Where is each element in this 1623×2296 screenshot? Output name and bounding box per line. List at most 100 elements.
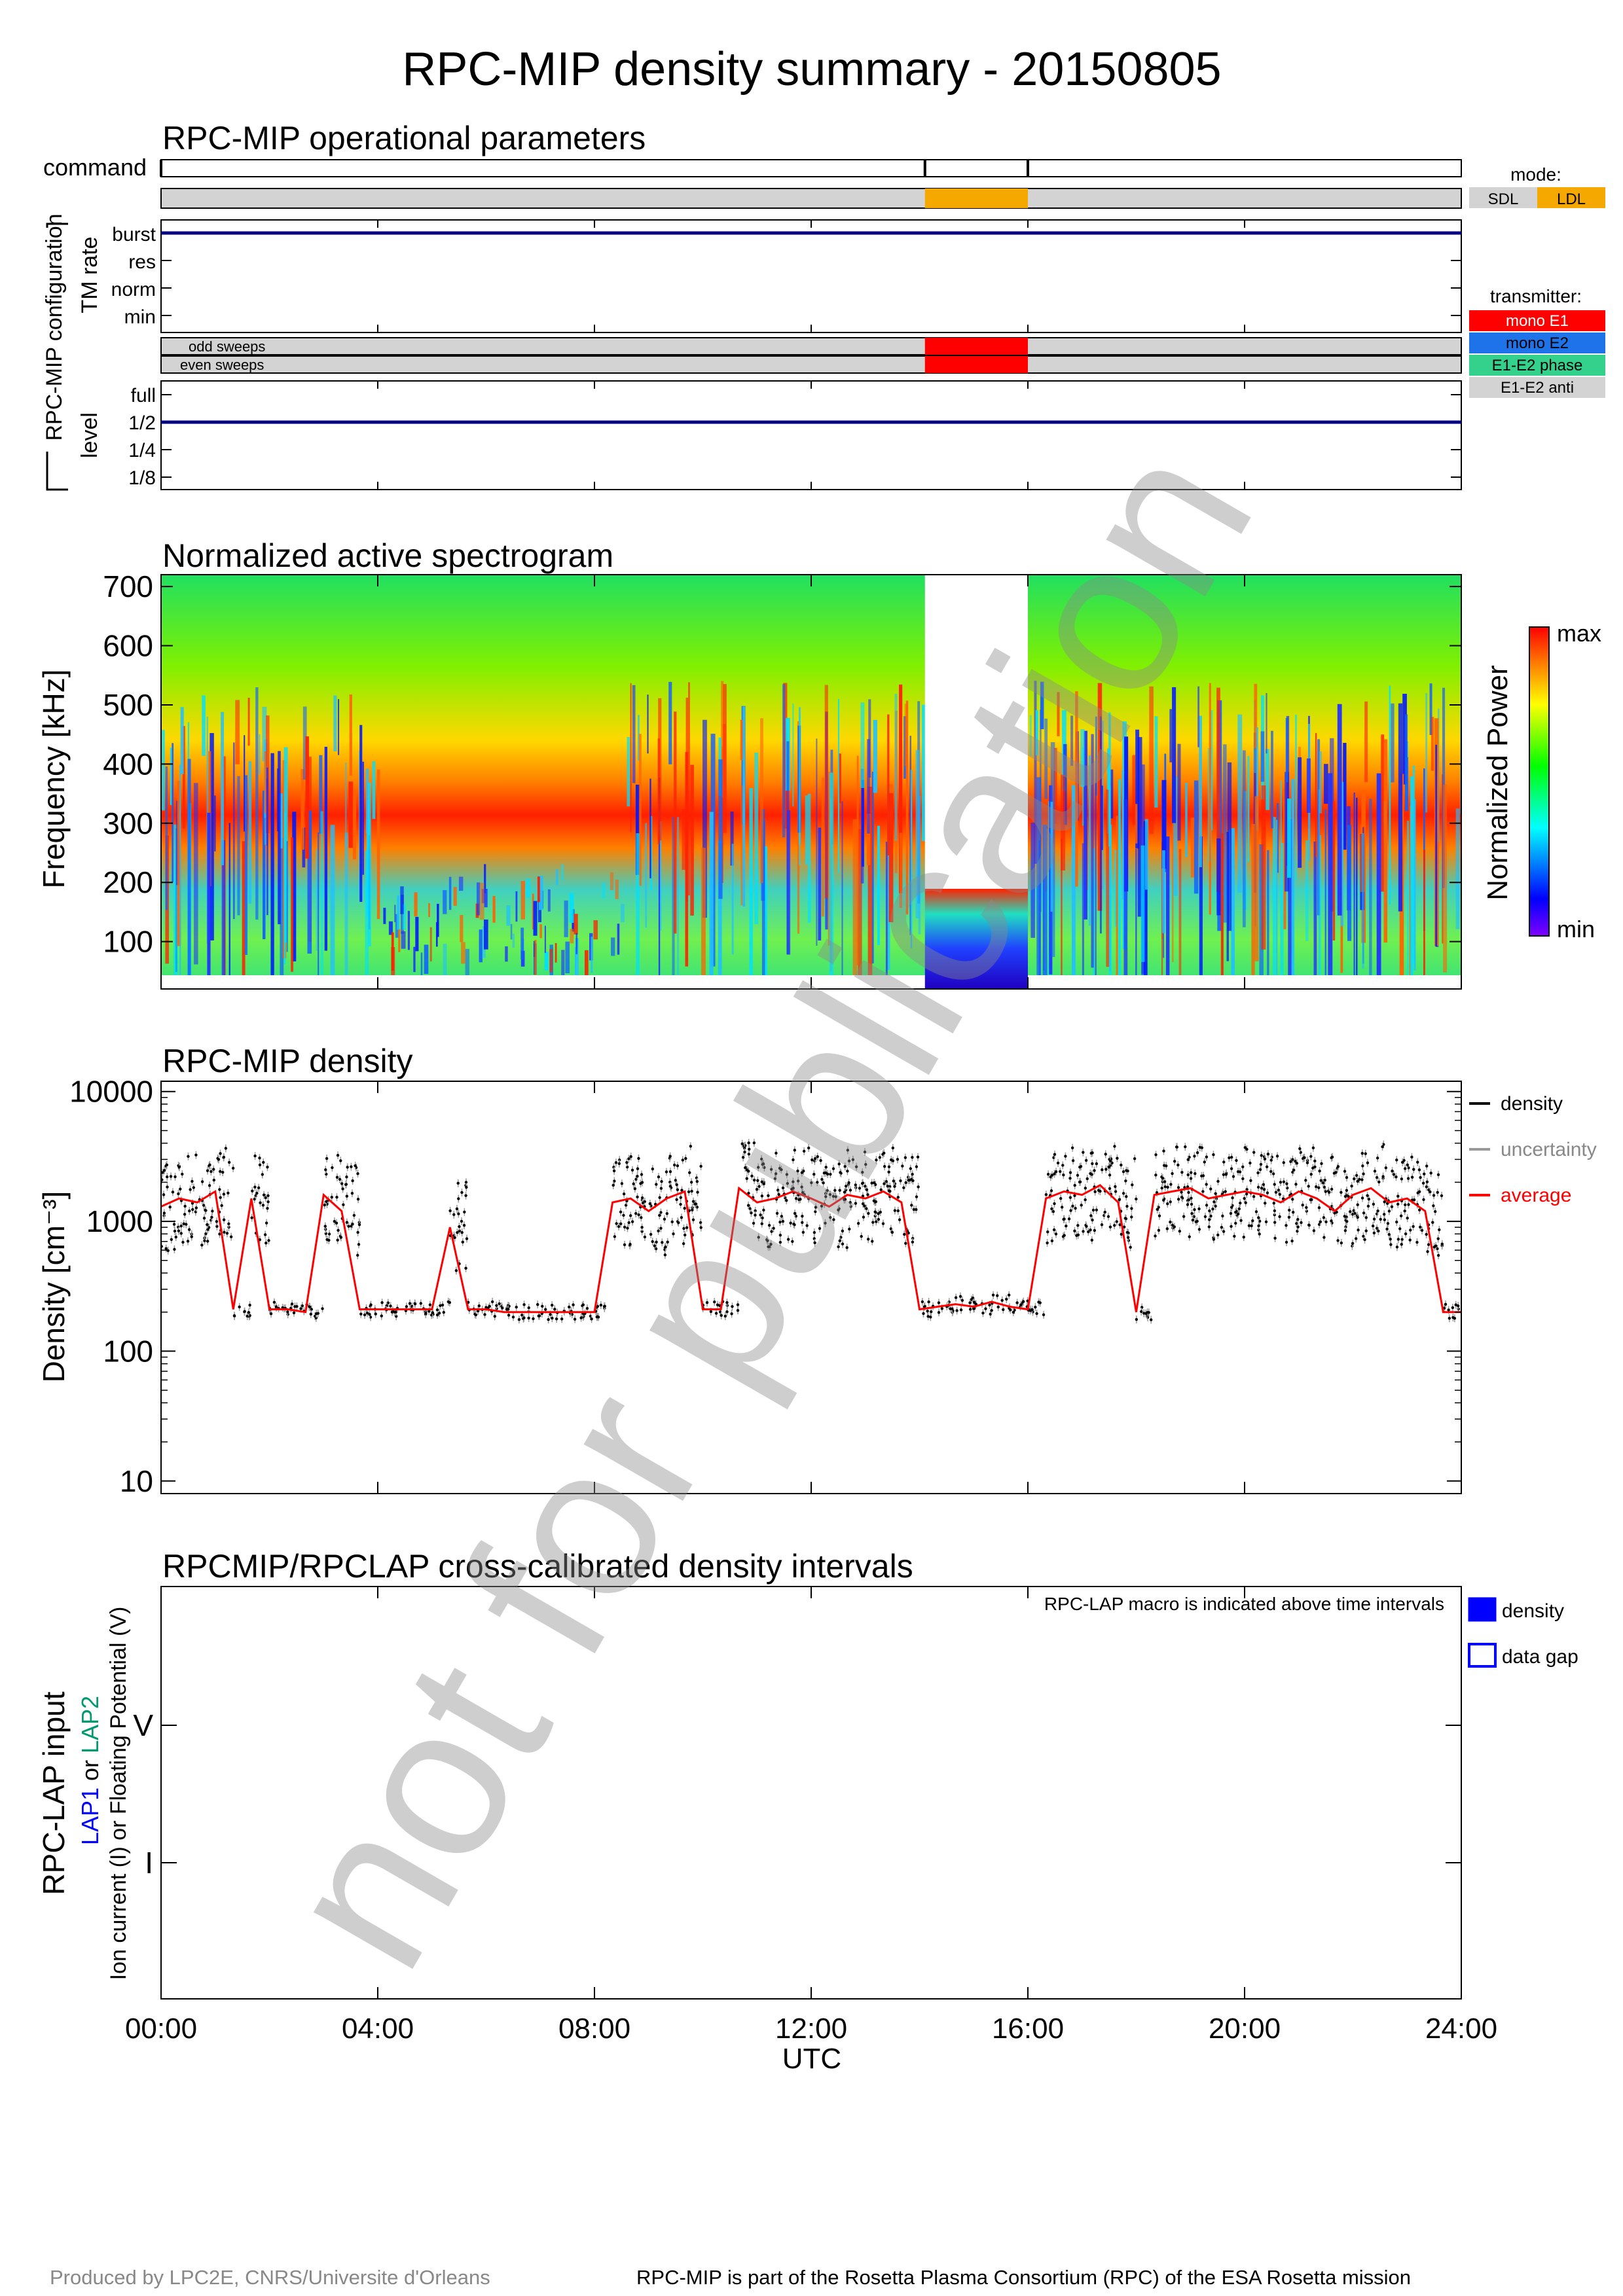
density-point <box>465 1185 468 1189</box>
transmitter-legend-swatch <box>1469 310 1605 331</box>
spectrogram-streak <box>352 789 357 859</box>
density-point <box>1073 1183 1076 1187</box>
density-point <box>460 1230 464 1234</box>
spectrogram-streak <box>1267 850 1269 989</box>
density-point <box>743 1146 746 1150</box>
x-tick-label: 04:00 <box>342 2013 414 2045</box>
density-point <box>194 1206 198 1210</box>
density-legend-label: uncertainty <box>1501 1139 1597 1160</box>
density-point <box>186 1240 190 1243</box>
density-point <box>640 1181 644 1184</box>
spectrogram-streak <box>414 892 418 917</box>
density-point <box>1053 1153 1057 1157</box>
density-point <box>884 1180 888 1183</box>
density-point <box>1350 1184 1353 1188</box>
density-point <box>1345 1175 1349 1179</box>
density-point <box>1356 1179 1359 1183</box>
spectrogram-streak <box>1318 789 1320 989</box>
density-point <box>1236 1212 1240 1216</box>
density-point <box>1340 1191 1343 1194</box>
spectrogram-streak <box>591 937 593 973</box>
density-point <box>834 1195 837 1198</box>
colorbar-min-label: min <box>1557 916 1595 942</box>
density-point <box>1171 1172 1174 1175</box>
density-point <box>792 1223 795 1226</box>
density-point <box>1169 1183 1173 1186</box>
density-point <box>865 1207 868 1210</box>
spectrogram-streak <box>1135 804 1138 844</box>
density-point <box>720 1314 723 1318</box>
density-point <box>896 1158 900 1161</box>
density-point <box>1245 1147 1249 1151</box>
density-point <box>1355 1174 1359 1177</box>
density-point <box>460 1219 464 1223</box>
density-point <box>428 1310 431 1313</box>
density-point <box>1301 1204 1304 1207</box>
density-point <box>1436 1173 1440 1176</box>
density-point <box>413 1302 417 1306</box>
density-point <box>356 1172 359 1175</box>
density-point <box>1149 1318 1153 1321</box>
spectrogram-streak <box>1135 849 1137 989</box>
density-point <box>630 1168 634 1172</box>
density-point <box>1279 1181 1283 1184</box>
density-point <box>336 1153 340 1157</box>
density-point <box>611 1183 615 1187</box>
density-point <box>634 1211 638 1215</box>
density-point <box>212 1178 216 1182</box>
density-point <box>1264 1202 1267 1205</box>
spectrogram-streak <box>555 942 557 963</box>
spectrogram-ytick-label: 600 <box>103 629 153 663</box>
density-point <box>1085 1177 1089 1181</box>
density-point <box>863 1204 866 1208</box>
density-point <box>389 1304 392 1308</box>
density-point <box>1298 1147 1302 1151</box>
spectrogram-streak <box>1288 819 1293 989</box>
density-point <box>1285 1240 1288 1244</box>
density-point <box>1108 1187 1112 1191</box>
spectrogram-streak <box>172 743 174 882</box>
density-point <box>780 1168 783 1172</box>
density-point <box>1205 1155 1209 1158</box>
density-point <box>1383 1200 1386 1204</box>
spectrogram-streak <box>512 933 515 948</box>
spectrogram-streak <box>760 718 763 884</box>
density-point <box>848 1189 852 1192</box>
tm-level-norm: norm <box>111 279 156 300</box>
density-point <box>1375 1175 1379 1179</box>
density-point <box>658 1196 661 1199</box>
spectrogram-streak <box>610 872 614 891</box>
density-point <box>1171 1223 1175 1227</box>
density-point <box>659 1187 663 1190</box>
density-point <box>484 1306 488 1309</box>
spectrogram-streak <box>1061 838 1063 979</box>
density-point <box>1169 1220 1172 1224</box>
spectrogram-streak <box>367 782 371 947</box>
density-point <box>757 1236 760 1239</box>
mode-legend-title: mode: <box>1510 164 1561 185</box>
spectrogram-streak <box>1161 780 1167 869</box>
spectrogram-streak <box>549 948 553 973</box>
spectrogram-streak <box>1050 802 1053 912</box>
density-point <box>1295 1222 1298 1225</box>
spectrogram-streak <box>291 837 294 972</box>
density-point <box>822 1181 825 1185</box>
density-point <box>837 1245 840 1249</box>
density-point <box>1101 1168 1104 1172</box>
density-point <box>1292 1168 1296 1172</box>
density-point <box>435 1308 439 1312</box>
density-point <box>1258 1168 1262 1172</box>
spectrogram-streak <box>345 762 347 847</box>
spectrogram-streak <box>1391 703 1395 783</box>
density-point <box>689 1181 693 1184</box>
density-point <box>660 1180 663 1183</box>
density-point <box>1019 1303 1023 1306</box>
spectrogram-streak <box>1144 819 1148 890</box>
density-point <box>792 1187 795 1190</box>
transmitter-legend-swatch <box>1469 377 1605 398</box>
spectrogram-streak <box>1110 769 1114 819</box>
density-point <box>585 1306 589 1310</box>
density-point <box>253 1185 257 1189</box>
density-point <box>752 1141 756 1145</box>
